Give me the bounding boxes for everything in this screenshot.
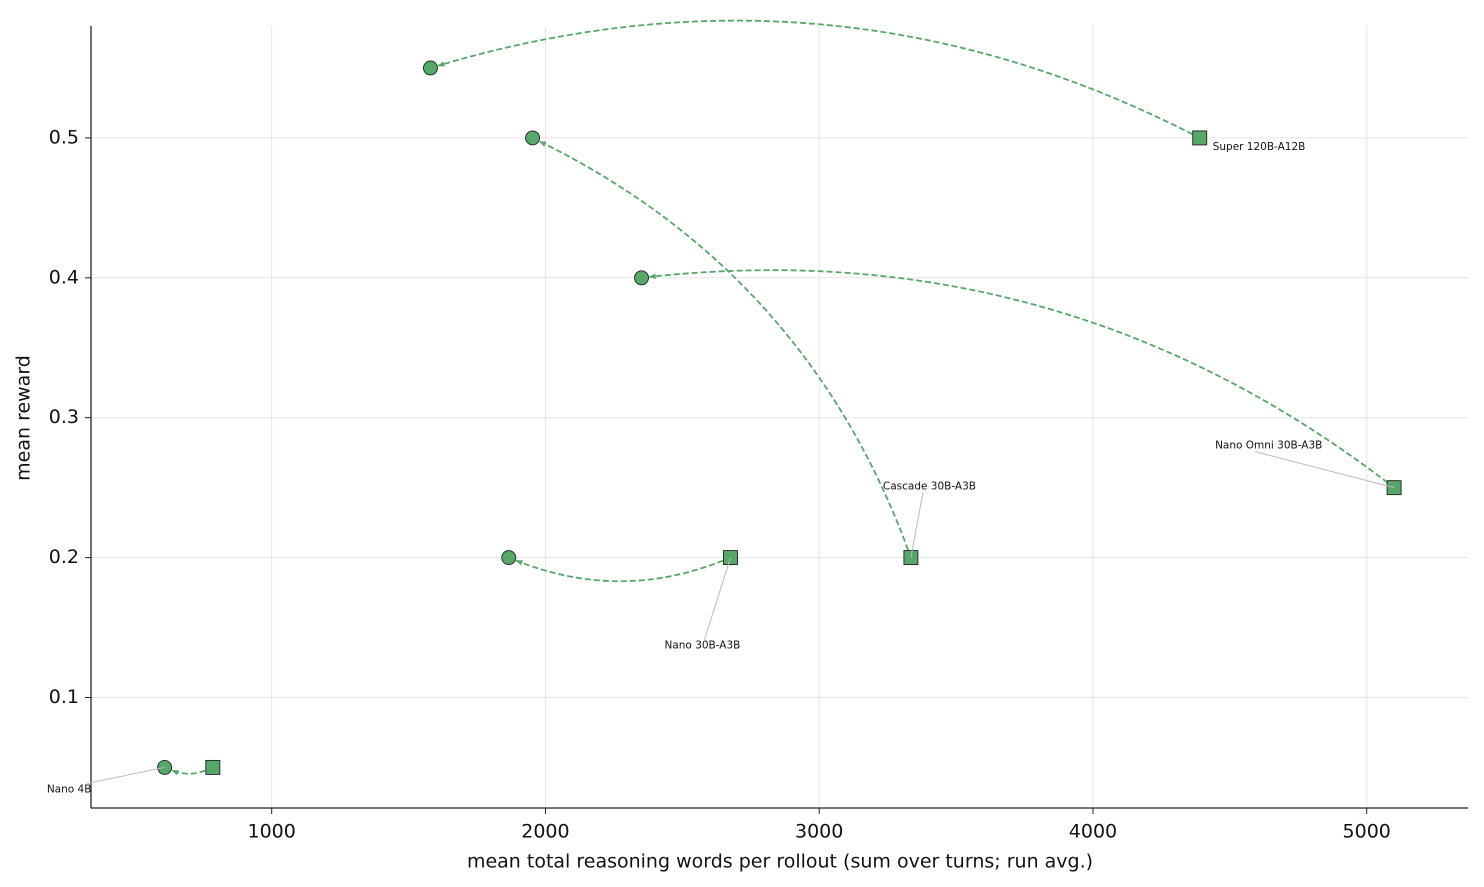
leader-line	[1254, 451, 1395, 489]
x-tick-label: 1000	[248, 821, 296, 843]
y-tick-label: 0.5	[49, 126, 79, 148]
y-axis-label: mean reward	[13, 355, 35, 481]
x-tick-label: 2000	[521, 821, 569, 843]
start-point	[205, 759, 221, 775]
x-axis-label: mean total reasoning words per rollout (…	[467, 851, 1093, 873]
trajectory-arrow	[539, 140, 909, 551]
leader-line	[86, 766, 165, 784]
end-point	[634, 270, 649, 286]
y-tick-label: 0.2	[49, 546, 79, 568]
x-tick-label: 3000	[795, 821, 843, 843]
point-label: Cascade 30B-A3B	[883, 481, 976, 493]
trajectory-arrow	[648, 269, 1389, 484]
start-point	[1192, 130, 1208, 146]
end-point	[525, 130, 541, 146]
trajectory-arrow	[437, 19, 1193, 136]
point-label: Nano 30B-A3B	[664, 640, 740, 652]
point-label: Nano Omni 30B-A3B	[1215, 440, 1322, 452]
leader-line	[704, 557, 731, 640]
y-tick-label: 0.4	[49, 266, 79, 288]
point-label: Nano 4B	[47, 783, 92, 795]
x-tick-label: 5000	[1343, 821, 1391, 843]
trajectory-arrow	[171, 769, 206, 776]
end-point	[501, 550, 517, 566]
leader-line	[910, 492, 924, 558]
trajectory-arrow	[515, 559, 724, 583]
y-tick-label: 0.1	[49, 686, 79, 708]
x-tick-label: 4000	[1069, 821, 1117, 843]
point-label: Super 120B-A12B	[1213, 141, 1306, 153]
end-point	[423, 60, 438, 76]
y-tick-label: 0.3	[49, 406, 79, 428]
